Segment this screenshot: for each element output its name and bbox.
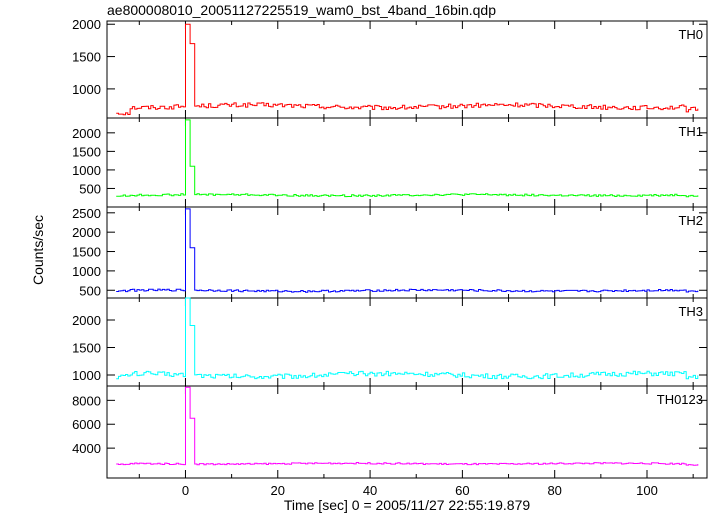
y-tick-label: 2000 <box>72 17 101 32</box>
x-tick-label: 40 <box>363 483 377 498</box>
y-tick-label: 1000 <box>72 82 101 97</box>
y-tick-label: 1000 <box>72 163 101 178</box>
y-tick-label: 8000 <box>72 393 101 408</box>
panel-frame-TH0 <box>106 20 708 119</box>
y-tick-label: 6000 <box>72 417 101 432</box>
y-tick-label: 2500 <box>72 206 101 221</box>
y-tick-label: 500 <box>79 283 101 298</box>
x-tick-label: 60 <box>455 483 469 498</box>
panel-label-TH0123: TH0123 <box>657 392 703 407</box>
y-tick-label: 4000 <box>72 441 101 456</box>
y-tick-label: 2000 <box>72 225 101 240</box>
x-tick-label: 80 <box>547 483 561 498</box>
y-tick-label: 1500 <box>72 50 101 65</box>
series-line-TH0 <box>116 23 699 116</box>
panel-label-TH2: TH2 <box>678 213 703 228</box>
series-line-TH3 <box>116 297 699 380</box>
y-tick-label: 1000 <box>72 368 101 383</box>
x-tick-label: 0 <box>182 483 189 498</box>
x-axis-label: Time [sec] 0 = 2005/11/27 22:55:19.879 <box>283 497 531 513</box>
y-tick-label: 1500 <box>72 245 101 260</box>
y-tick-label: 1000 <box>72 264 101 279</box>
panel-label-TH0: TH0 <box>678 27 703 42</box>
series-line-TH0123 <box>116 386 699 466</box>
panel-label-TH3: TH3 <box>678 304 703 319</box>
x-tick-label: 20 <box>271 483 285 498</box>
y-tick-label: 2000 <box>72 126 101 141</box>
panel-label-TH1: TH1 <box>678 124 703 139</box>
panel-frame-TH0123 <box>106 385 708 479</box>
chart-title: ae800008010_20051127225519_wam0_bst_4ban… <box>107 2 496 18</box>
series-line-TH1 <box>116 119 699 198</box>
series-line-TH2 <box>116 208 699 293</box>
x-tick-label: 100 <box>636 483 658 498</box>
y-tick-label: 1500 <box>72 144 101 159</box>
y-tick-label: 2000 <box>72 313 101 328</box>
panel-frame-TH2 <box>106 206 708 299</box>
y-tick-label: 1500 <box>72 341 101 356</box>
y-tick-label: 500 <box>79 181 101 196</box>
